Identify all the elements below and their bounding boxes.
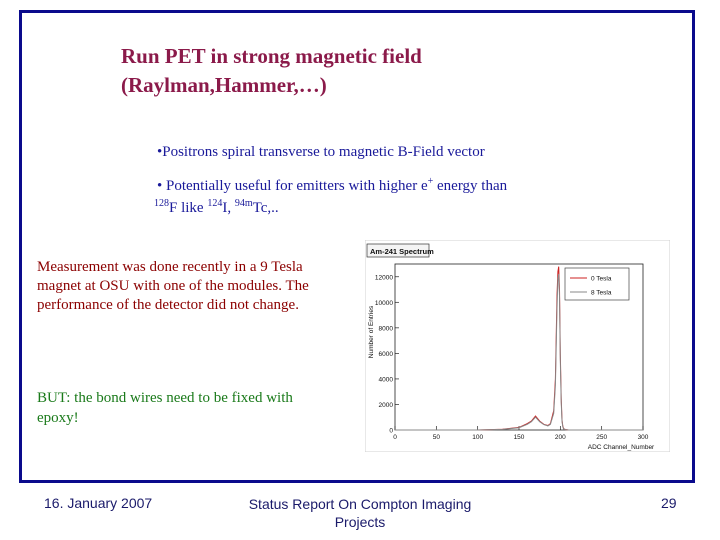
title-line-2: (Raylman,Hammer,…) [121, 73, 327, 97]
x-tick-label: 50 [433, 434, 441, 441]
am241-spectrum-chart: Am-241 Spectrum Number of Entries ADC Ch… [365, 240, 670, 452]
iso1-mass: 128 [154, 198, 169, 209]
iso1: F like [169, 200, 208, 216]
slide-title: Run PET in strong magnetic field (Raylma… [121, 42, 422, 100]
bond-wire-note: BUT: the bond wires need to be fixed wit… [37, 390, 293, 426]
y-tick-label: 6000 [379, 351, 394, 358]
y-tick-label: 10000 [375, 300, 393, 307]
y-tick-label: 12000 [375, 274, 393, 281]
footer-date: 16. January 2007 [44, 495, 153, 511]
x-tick-label: 150 [514, 434, 525, 441]
bullet-positrons: •Positrons spiral transverse to magnetic… [157, 144, 485, 160]
chart-title: Am-241 Spectrum [370, 247, 434, 256]
measurement-note: Measurement was done recently in a 9 Tes… [37, 259, 309, 313]
footer-title: Status Report On Compton Imaging Project… [248, 496, 472, 530]
y-tick-label: 0 [389, 428, 393, 435]
chart-legend: 0 Tesla 8 Tesla [564, 267, 630, 301]
iso2: I, [222, 200, 235, 216]
iso3-mass: 94m [234, 198, 253, 209]
iso2-mass: 124 [207, 198, 223, 209]
x-axis-label: ADC Channel_Number [588, 444, 655, 451]
bullet2-isotopes: 128F like 124I, 94mTc,.. [154, 197, 507, 219]
x-tick-label: 0 [393, 434, 397, 441]
bullet-emitters: • Potentially useful for emitters with h… [154, 175, 508, 219]
bullet2-sup: + [427, 176, 434, 187]
x-tick-label: 200 [555, 434, 566, 441]
x-tick-label: 250 [596, 434, 607, 441]
legend-box [564, 267, 630, 301]
x-tick-label: 300 [638, 434, 649, 441]
legend-label: 8 Tesla [591, 290, 612, 297]
page-number: 29 [661, 495, 677, 511]
title-line-1: Run PET in strong magnetic field [121, 44, 422, 68]
bullet2-text-b: energy than [433, 178, 508, 194]
chart-title-box [366, 243, 430, 258]
bullet2-text-a: • Potentially useful for emitters with h… [157, 178, 428, 194]
x-tick-label: 100 [472, 434, 483, 441]
y-tick-label: 2000 [379, 402, 394, 409]
legend-label: 0 Tesla [591, 276, 612, 283]
y-tick-label: 8000 [379, 325, 394, 332]
iso3: Tc,.. [252, 200, 279, 216]
slide-frame [19, 10, 695, 483]
y-tick-label: 4000 [379, 376, 394, 383]
y-axis-label: Number of Entries [368, 305, 375, 358]
series-line-8-tesla [395, 274, 643, 431]
